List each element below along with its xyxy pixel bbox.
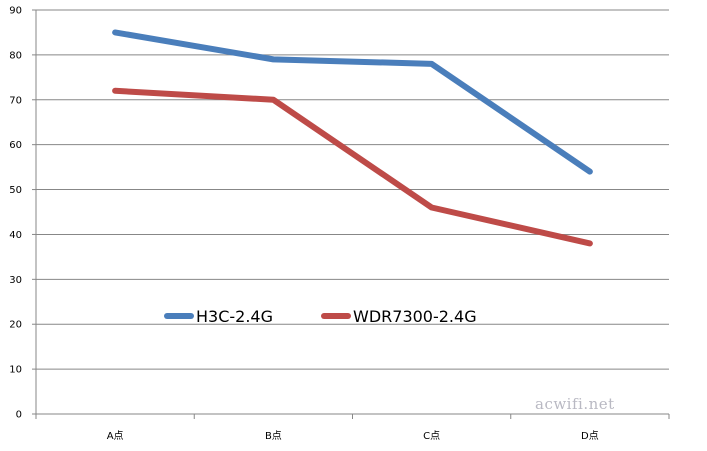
y-tick-label: 10 [9,365,22,376]
series-line-0 [112,29,593,175]
legend: H3C-2.4G WDR7300-2.4G [164,307,477,326]
y-tick-label: 50 [9,185,22,196]
y-tick-label: 70 [9,95,22,106]
y-tick-label: 90 [9,6,22,17]
watermark-text: acwifi.net [535,395,615,413]
x-tick-label: D点 [581,430,599,442]
y-tick-label: 40 [9,230,22,241]
y-tick-label: 30 [9,275,22,286]
y-tick-label: 20 [9,320,22,331]
x-tick-label: B点 [265,430,282,442]
series-line-1 [112,87,593,247]
y-axis-ticks: 0 10 20 30 40 50 60 70 80 90 [9,6,22,421]
x-tick-label: A点 [107,430,124,442]
series-lines [112,29,593,247]
y-tick-label: 80 [9,50,22,61]
axes [32,9,670,419]
legend-label-0: H3C-2.4G [196,307,273,326]
x-axis-ticks: A点 B点 C点 D点 [107,430,599,442]
x-tick-label: C点 [423,430,440,442]
gridlines [36,9,669,370]
y-tick-label: 0 [16,410,22,421]
y-tick-label: 60 [9,140,22,151]
legend-label-1: WDR7300-2.4G [353,307,477,326]
